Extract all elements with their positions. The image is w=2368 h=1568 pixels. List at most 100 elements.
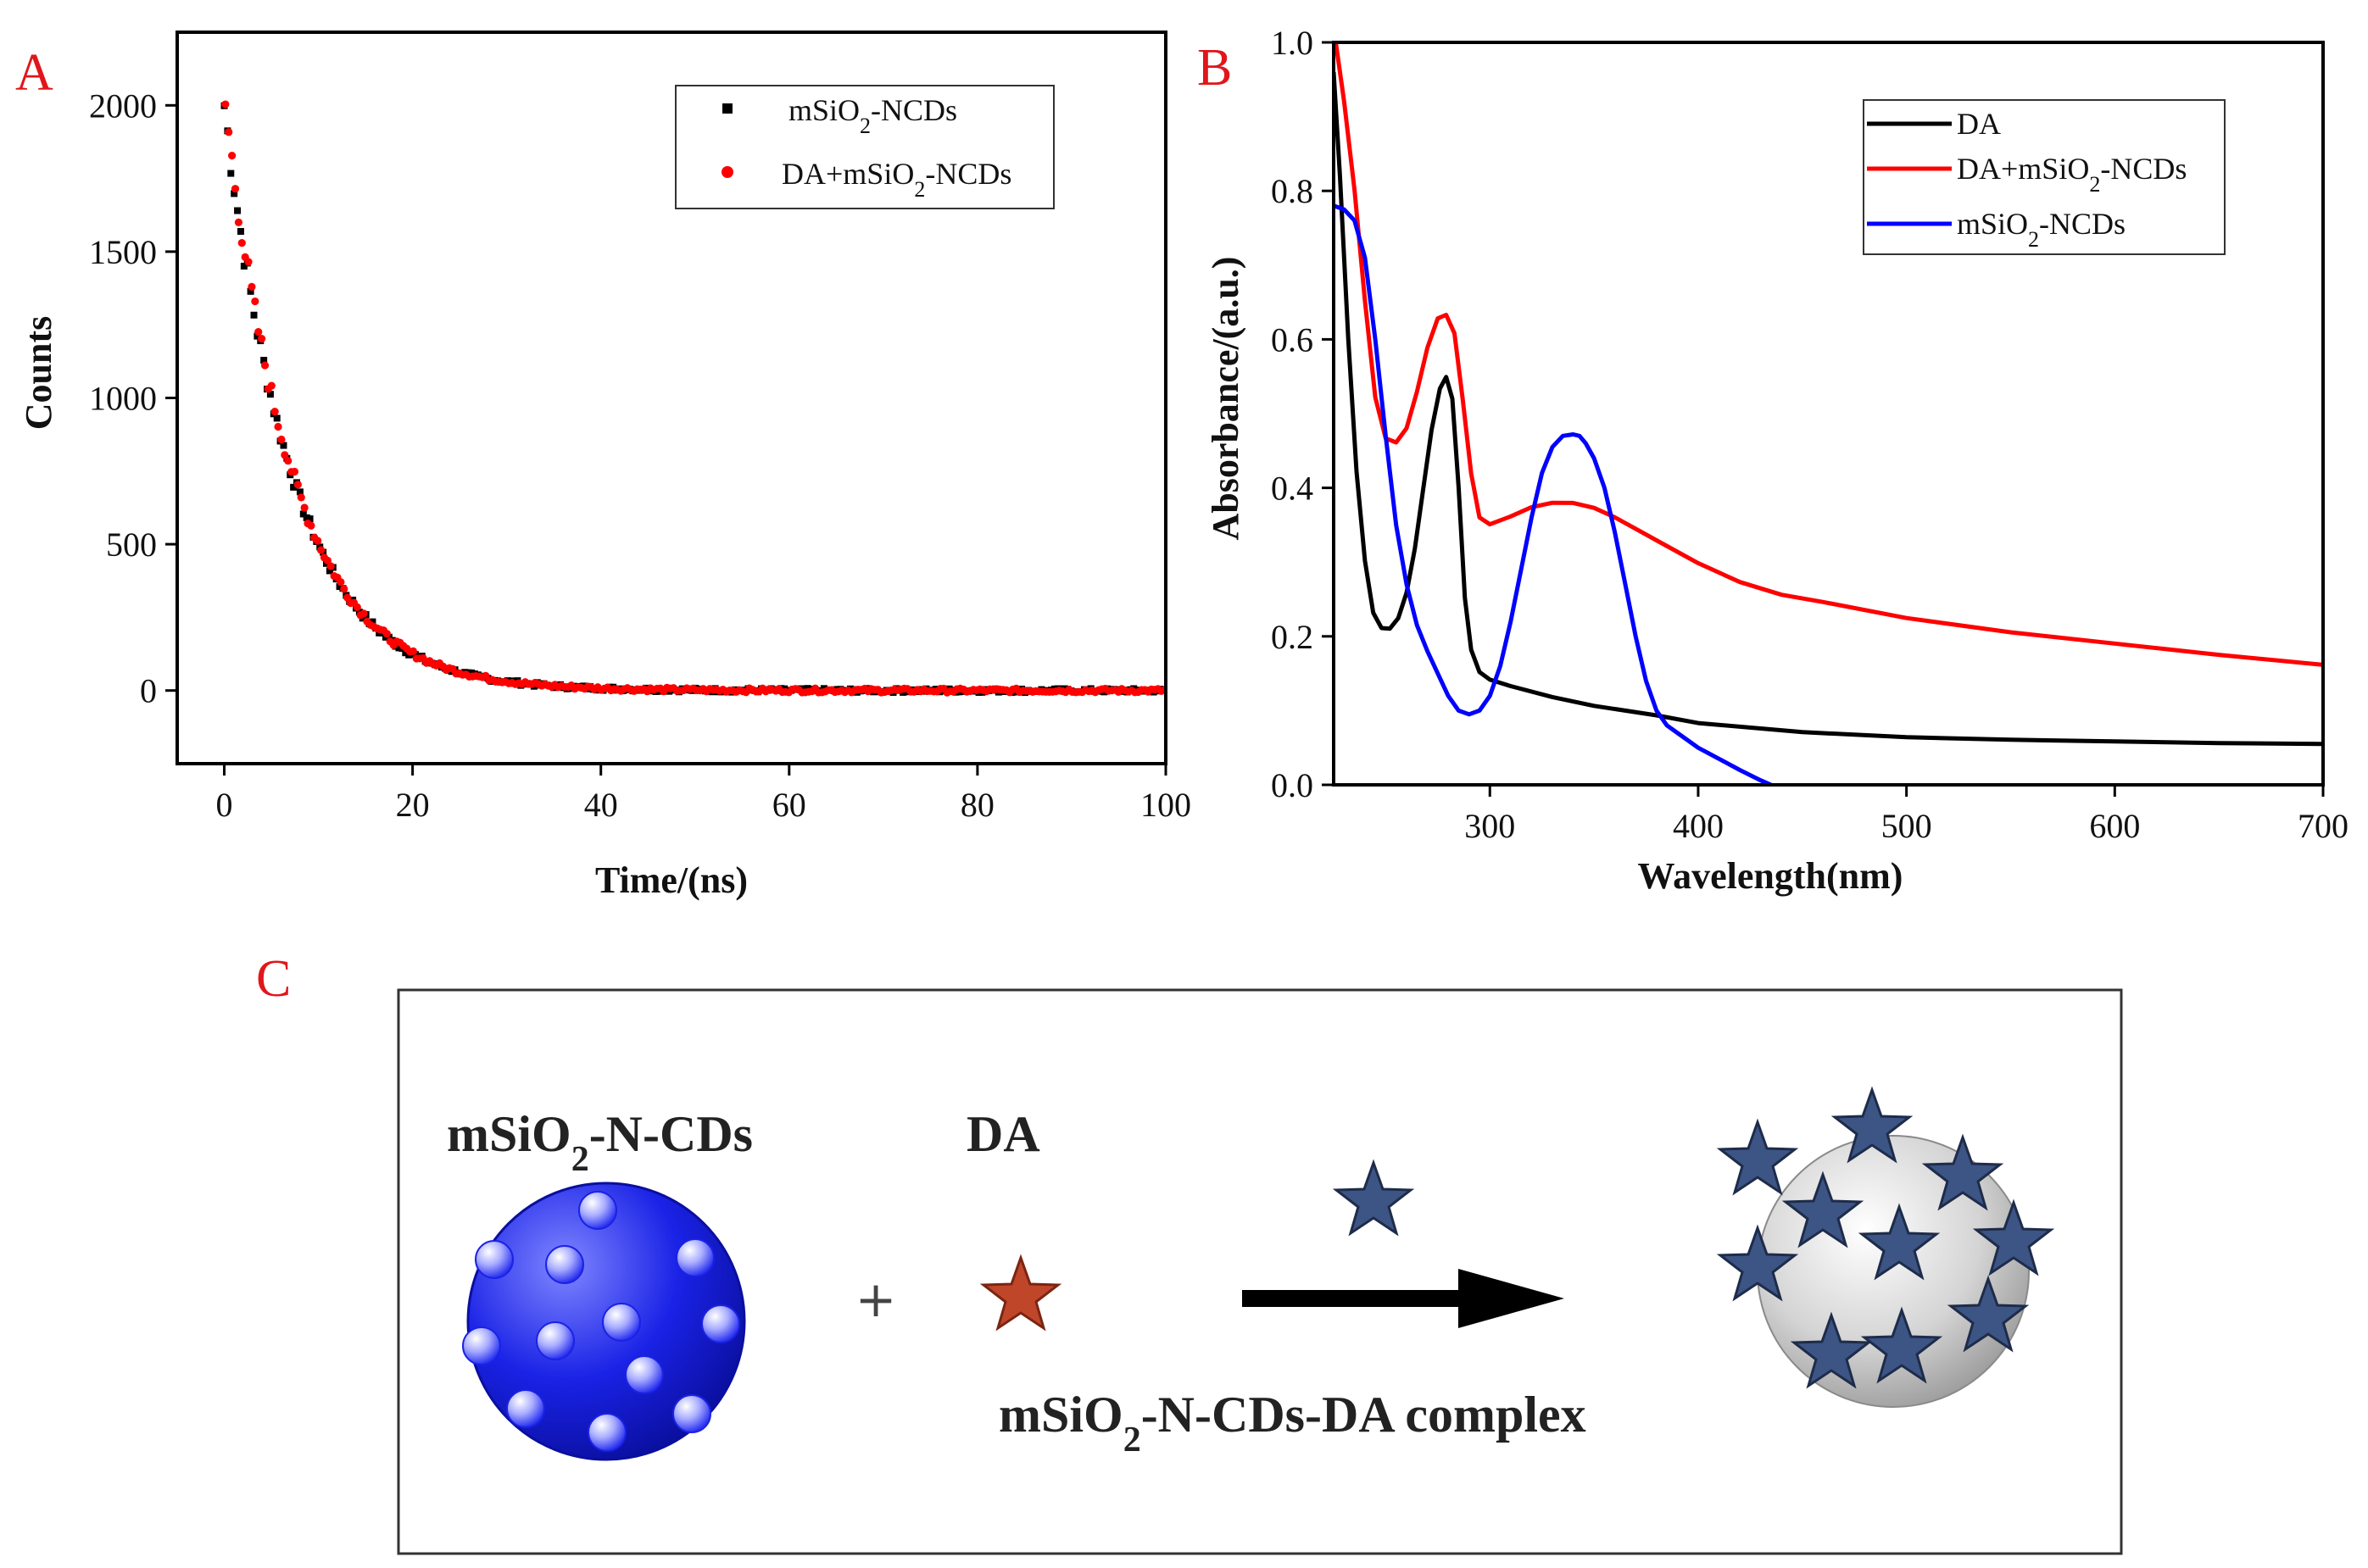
- ncd-dot: [578, 1191, 617, 1230]
- chart-b-absorbance: 300 400 500 600 700 0.0 0.2 0.4 0.6 0.8 1.0 Wavele…: [1205, 24, 2348, 897]
- complex-sphere: [1719, 1088, 2053, 1408]
- chart-a-point: [299, 510, 307, 518]
- chart-a-point: [266, 391, 274, 398]
- panel-label-b: B: [1197, 39, 1232, 97]
- panel-label-c: C: [256, 950, 291, 1008]
- da-label: DA: [967, 1106, 1040, 1162]
- chart-a-point: [326, 562, 335, 570]
- chart-a-point: [231, 190, 238, 197]
- legend-entry-da: DA: [1957, 107, 2001, 141]
- chart-b-x-tick-label: 500: [1881, 807, 1932, 845]
- ncd-dot: [462, 1326, 501, 1365]
- chart-a-point: [280, 442, 287, 449]
- chart-a-point: [260, 361, 270, 370]
- chart-b-lines: [1334, 42, 2323, 785]
- chart-a-legend-box: [675, 85, 1055, 209]
- chart-b-x-tick-label: 300: [1464, 807, 1515, 845]
- chart-a-x-tick-label: 40: [584, 786, 618, 824]
- panel-label-a: A: [15, 44, 53, 102]
- chart-a-series-1: [221, 100, 1166, 697]
- chart-a-point: [248, 282, 256, 291]
- chart-a-point: [307, 521, 315, 530]
- chart-a-point: [340, 585, 348, 593]
- chart-a-point: [284, 457, 293, 465]
- chart-a-point: [337, 578, 345, 587]
- chart-a-y-tick-label: 2000: [89, 86, 157, 125]
- chart-a-point: [267, 381, 276, 390]
- chart-a-point: [353, 603, 361, 611]
- chart-a-x-tick-label: 0: [216, 786, 233, 824]
- chart-a-point: [281, 451, 289, 459]
- chart-a-y-tick-label: 1500: [89, 233, 157, 271]
- ncd-dot: [676, 1238, 715, 1277]
- chart-a-point: [251, 297, 259, 306]
- chart-a-point: [225, 128, 233, 136]
- chart-b-series-DA+mSiO2-NCDs: [1334, 42, 2323, 667]
- chart-a-point: [382, 630, 391, 638]
- chart-b-series-DA: [1334, 71, 2323, 747]
- chart-a-points: [220, 100, 1166, 697]
- chart-a-point: [290, 467, 299, 476]
- chart-a-point: [273, 414, 281, 422]
- ncd-dot: [536, 1321, 575, 1360]
- ncd-dot: [672, 1394, 711, 1433]
- chart-b-y-label: Absorbance/(a.u.): [1205, 257, 1246, 541]
- chart-a-point: [231, 185, 240, 193]
- chart-a-point: [297, 493, 305, 502]
- ncd-dot: [475, 1240, 514, 1279]
- legend-marker-da-msio2-ncds: [722, 166, 733, 178]
- chart-a-point: [277, 435, 286, 444]
- chart-b-x-label: Wavelength(nm): [1638, 855, 1903, 897]
- chart-b-ticks: 300 400 500 600 700 0.0 0.2 0.4 0.6 0.8 1.0: [1271, 24, 2348, 845]
- chart-a-point: [296, 488, 304, 496]
- chart-a-point: [359, 609, 368, 618]
- chart-a-point: [290, 483, 298, 491]
- chart-b-y-tick-label: 0.0: [1271, 766, 1313, 804]
- arrow-head-icon: [1458, 1269, 1564, 1328]
- chart-a-x-tick-label: 80: [961, 786, 995, 824]
- legend-entry-da-msio2-ncds: DA+mSiO2-NCDs: [782, 157, 1011, 202]
- chart-a-point: [314, 537, 322, 545]
- msio2-ncds-sphere: [462, 1182, 746, 1461]
- chart-a-point: [247, 287, 254, 295]
- chart-b-series-mSiO2-NCDs: [1334, 203, 1772, 785]
- product-label: mSiO2-N-CDs-DA complex: [999, 1387, 1586, 1460]
- chart-a-point: [254, 328, 263, 336]
- chart-a-point: [316, 546, 326, 554]
- chart-a-point: [244, 258, 253, 266]
- chart-a-y-tick-label: 500: [106, 525, 157, 564]
- arrow-shaft: [1242, 1290, 1463, 1307]
- chart-b-legend: DA DA+mSiO2-NCDs mSiO2-NCDs: [1863, 99, 2226, 255]
- chart-a-x-tick-label: 60: [772, 786, 806, 824]
- chart-b-y-tick-label: 0.4: [1271, 470, 1313, 508]
- ncd-dot: [506, 1389, 545, 1428]
- chart-a-point: [221, 100, 230, 108]
- chart-a-y-tick-label: 1000: [89, 380, 157, 418]
- chart-a-point: [250, 311, 258, 319]
- plus-sign: +: [855, 1271, 897, 1328]
- chart-a-point: [323, 556, 332, 565]
- chart-a-point: [227, 170, 235, 177]
- chart-a-point: [274, 422, 282, 431]
- chart-a-x-label: Time/(ns): [595, 859, 748, 901]
- chart-a-point: [409, 647, 417, 656]
- reaction-arrow: [1242, 1269, 1564, 1328]
- chart-b-y-tick-label: 0.8: [1271, 172, 1313, 210]
- chart-a-point: [234, 218, 243, 226]
- chart-a-x-tick-label: 20: [396, 786, 430, 824]
- chart-a-point: [234, 207, 242, 214]
- chart-a-point: [260, 357, 268, 364]
- chart-b-frame: [1332, 41, 2325, 787]
- ncd-dot: [588, 1413, 627, 1452]
- legend-entry-b-msio2-ncds: mSiO2-NCDs: [1957, 207, 2126, 252]
- legend-marker-msio2-ncds: [722, 103, 733, 114]
- chart-a-point: [270, 407, 279, 416]
- chart-b-x-tick-label: 600: [2089, 807, 2140, 845]
- ncd-dot: [602, 1303, 641, 1342]
- chart-a-point: [306, 515, 314, 523]
- chart-a-point: [237, 228, 244, 236]
- chart-a-point: [293, 481, 302, 489]
